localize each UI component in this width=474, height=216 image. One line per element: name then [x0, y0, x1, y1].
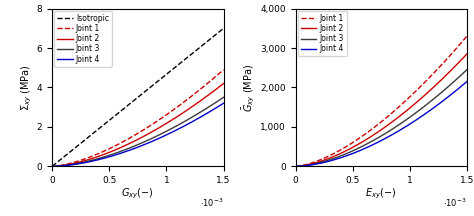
Joint 4 [151, 139, 157, 142]
Joint 3 [464, 68, 470, 71]
Joint 1 [49, 165, 55, 168]
Legend: Joint 1, Joint 2, Joint 3, Joint 4: Joint 1, Joint 2, Joint 3, Joint 4 [298, 11, 346, 56]
Joint 1 [375, 123, 381, 126]
Joint 2 [49, 165, 55, 168]
Joint 2 [142, 134, 148, 137]
Joint 4 [374, 141, 380, 144]
Line: Joint 2: Joint 2 [295, 54, 467, 166]
Joint 4 [132, 147, 137, 150]
Joint 4 [49, 165, 55, 168]
Joint 3 [374, 137, 380, 140]
Text: $\cdot10^{-3}$: $\cdot10^{-3}$ [443, 196, 467, 209]
Joint 1 [131, 135, 137, 137]
Joint 1 [385, 115, 391, 118]
Isotropic [142, 90, 148, 93]
Joint 2 [217, 86, 222, 88]
Joint 3 [395, 124, 401, 127]
Isotropic [221, 27, 227, 30]
Joint 4 [460, 84, 465, 86]
Joint 1 [460, 40, 465, 42]
Joint 4 [190, 120, 195, 123]
Joint 4 [395, 130, 401, 133]
Joint 3 [142, 140, 148, 143]
Joint 3 [132, 145, 137, 147]
Y-axis label: $\Sigma_{xy}$ (MPa): $\Sigma_{xy}$ (MPa) [19, 64, 34, 111]
Joint 2 [433, 84, 439, 86]
Isotropic [132, 99, 137, 101]
Joint 3 [385, 130, 391, 133]
X-axis label: $E_{xy}(-)$: $E_{xy}(-)$ [365, 186, 397, 201]
Joint 2 [464, 53, 470, 55]
Joint 2 [375, 131, 381, 133]
Joint 4 [292, 165, 298, 168]
Joint 2 [132, 140, 137, 142]
Joint 1 [190, 94, 195, 97]
Joint 2 [460, 57, 465, 60]
Joint 4 [433, 105, 439, 107]
Line: Joint 3: Joint 3 [295, 70, 467, 166]
Line: Joint 1: Joint 1 [52, 70, 224, 166]
Joint 4 [142, 143, 148, 146]
Joint 1 [433, 70, 439, 72]
Joint 1 [132, 134, 137, 137]
Joint 4 [221, 102, 227, 105]
Joint 3 [131, 145, 137, 148]
Isotropic [217, 30, 222, 33]
Text: $\cdot10^{-3}$: $\cdot10^{-3}$ [200, 196, 224, 209]
Joint 4 [375, 141, 381, 144]
Line: Joint 4: Joint 4 [295, 82, 467, 166]
Joint 4 [131, 148, 137, 150]
Joint 3 [221, 96, 227, 99]
Joint 2 [131, 140, 137, 143]
Joint 1 [142, 128, 148, 130]
Joint 2 [292, 165, 298, 168]
Joint 4 [385, 136, 391, 138]
Joint 3 [292, 165, 298, 168]
Joint 1 [464, 35, 470, 38]
Line: Isotropic: Isotropic [52, 28, 224, 166]
Joint 3 [217, 99, 222, 101]
Joint 2 [151, 129, 157, 132]
Joint 1 [292, 165, 298, 168]
Joint 2 [385, 124, 391, 126]
Joint 1 [151, 122, 157, 124]
Isotropic [151, 83, 157, 86]
Line: Joint 3: Joint 3 [52, 97, 224, 166]
Joint 2 [374, 131, 380, 134]
Joint 1 [395, 107, 401, 110]
X-axis label: $G_{xy}(-)$: $G_{xy}(-)$ [121, 186, 154, 201]
Joint 3 [190, 116, 195, 118]
Joint 4 [464, 80, 470, 83]
Legend: Isotropic, Joint 1, Joint 2, Joint 3, Joint 4: Isotropic, Joint 1, Joint 2, Joint 3, Jo… [55, 11, 112, 67]
Line: Joint 1: Joint 1 [295, 36, 467, 166]
Isotropic [190, 52, 195, 54]
Joint 3 [49, 165, 55, 168]
Joint 2 [395, 117, 401, 119]
Joint 1 [221, 68, 227, 71]
Joint 3 [433, 96, 439, 98]
Joint 1 [217, 72, 222, 75]
Joint 3 [151, 136, 157, 139]
Joint 2 [190, 105, 195, 108]
Isotropic [49, 165, 55, 168]
Line: Joint 2: Joint 2 [52, 84, 224, 166]
Isotropic [131, 100, 137, 102]
Joint 3 [460, 72, 465, 75]
Joint 3 [375, 137, 381, 139]
Joint 1 [374, 124, 380, 127]
Joint 2 [221, 82, 227, 85]
Y-axis label: $\bar{G}_{xy}$ (MPa): $\bar{G}_{xy}$ (MPa) [241, 64, 257, 111]
Line: Joint 4: Joint 4 [52, 103, 224, 166]
Joint 4 [217, 105, 222, 107]
